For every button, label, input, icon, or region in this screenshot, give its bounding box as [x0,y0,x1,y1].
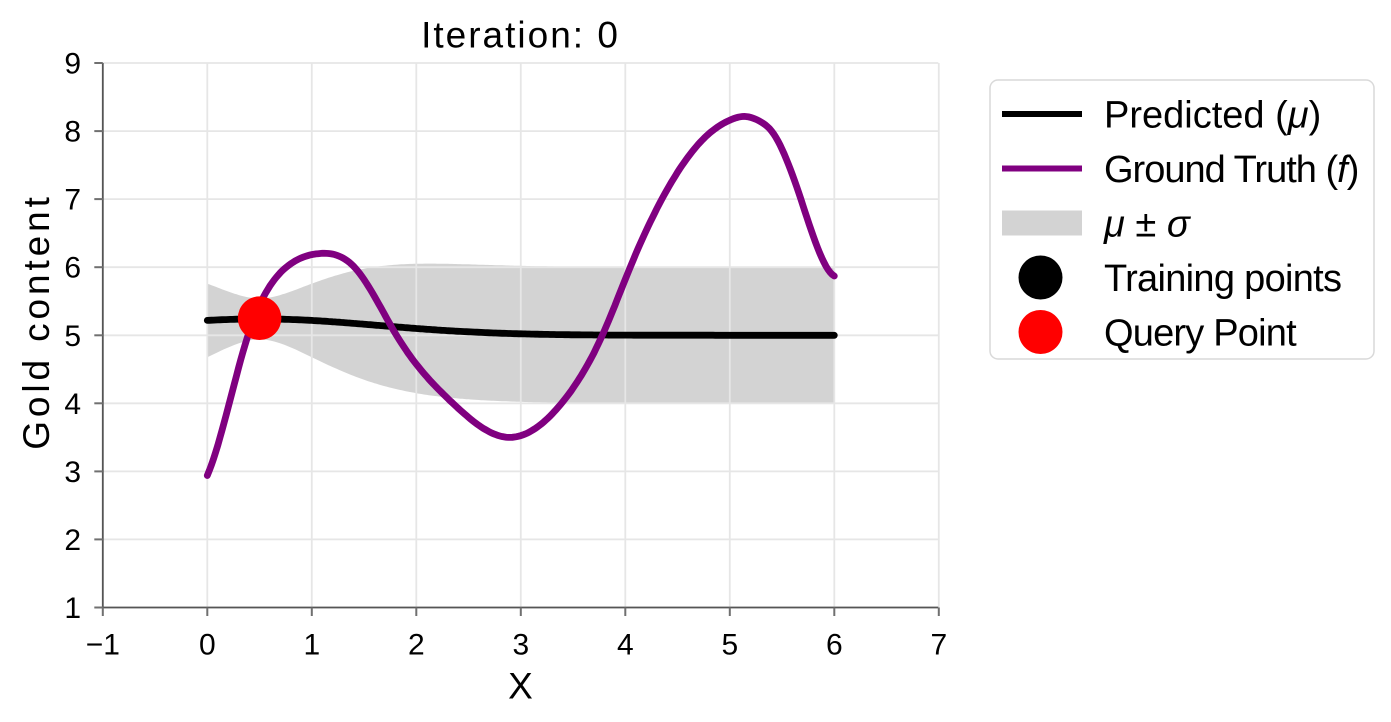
svg-text:9: 9 [64,48,81,81]
svg-text:3: 3 [512,629,529,662]
svg-text:2: 2 [64,524,81,557]
svg-text:1: 1 [303,629,320,662]
svg-text:5: 5 [64,320,81,353]
svg-text:3: 3 [64,456,81,489]
svg-text:Training points: Training points [1104,258,1341,300]
svg-text:Predicted (μ): Predicted (μ) [1104,95,1321,137]
svg-text:Gold content: Gold content [16,193,57,450]
svg-text:1: 1 [64,592,81,625]
svg-text:7: 7 [64,184,81,217]
svg-text:Query Point: Query Point [1104,313,1297,355]
svg-text:5: 5 [721,629,738,662]
svg-text:0: 0 [199,629,216,662]
svg-text:Iteration: 0: Iteration: 0 [421,15,620,56]
svg-text:4: 4 [617,629,634,662]
svg-text:2: 2 [408,629,425,662]
svg-text:Ground Truth (f): Ground Truth (f) [1104,149,1358,191]
svg-text:8: 8 [64,116,81,149]
svg-text:μ ± σ: μ ± σ [1103,204,1192,246]
svg-text:6: 6 [826,629,843,662]
svg-text:4: 4 [64,388,81,421]
svg-text:X: X [508,666,533,707]
svg-text:6: 6 [64,252,81,285]
svg-text:7: 7 [930,629,947,662]
svg-text:−1: −1 [86,629,120,662]
